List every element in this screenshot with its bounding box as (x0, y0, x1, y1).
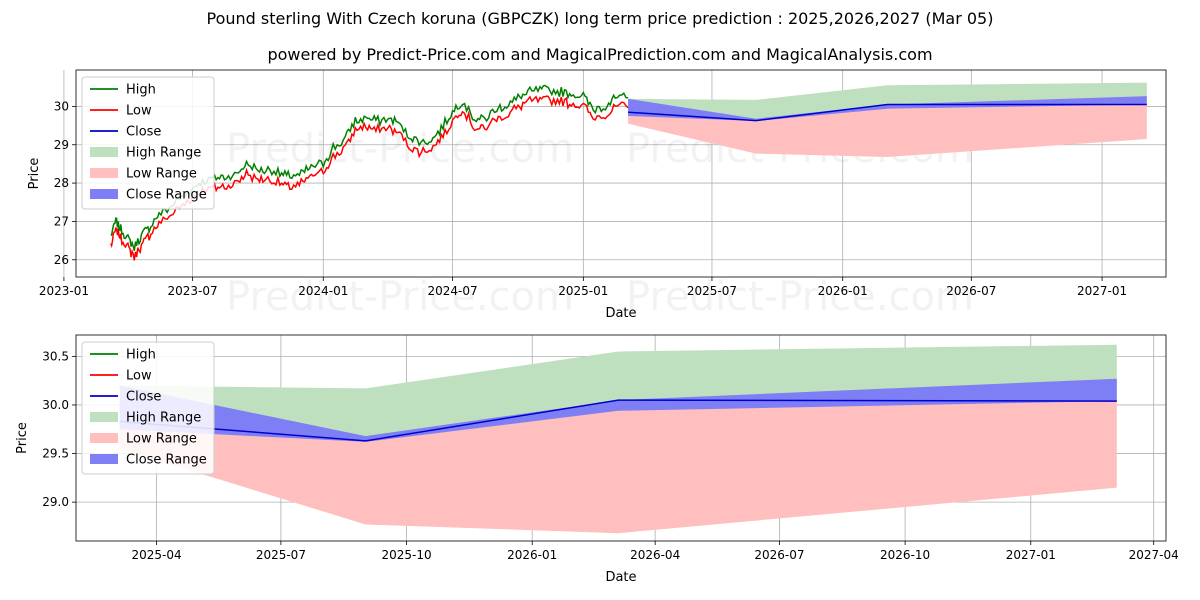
x-tick-label: 2024-01 (298, 284, 348, 298)
chart-title: Pound sterling With Czech koruna (GBPCZK… (206, 9, 994, 28)
watermark-text: Predict-Price.com (226, 126, 574, 172)
legend-swatch-low-range (90, 168, 118, 178)
watermark-text: Predict-Price.com (626, 274, 974, 320)
legend-label-low: Low (126, 369, 152, 384)
legend-label-low: Low (126, 104, 152, 119)
x-tick-label: 2025-10 (381, 548, 431, 562)
plot-frame (75, 334, 1167, 542)
x-tick-label: 2026-10 (880, 548, 930, 562)
x-tick-label: 2025-01 (558, 284, 608, 298)
x-tick-label: 2025-04 (132, 548, 182, 562)
x-axis-label: Date (605, 570, 636, 585)
high-range-band (628, 82, 1147, 121)
legend-label-low-range: Low Range (126, 167, 197, 182)
y-tick-label: 28 (54, 176, 69, 190)
legend-swatch-low-range (90, 433, 118, 443)
legend-swatch-high-range (90, 412, 118, 422)
close-forecast-line (119, 399, 1117, 442)
legend-label-high-range: High Range (126, 411, 201, 426)
x-axis-label: Date (605, 306, 636, 321)
legend-swatch-close-range (90, 189, 118, 199)
low-range-band (628, 104, 1147, 157)
legend-label-low-range: Low Range (126, 432, 197, 447)
x-tick-label: 2026-07 (754, 548, 804, 562)
low-range-band (119, 400, 1117, 534)
close-range-band (119, 378, 1117, 442)
x-tick-label: 2024-07 (428, 284, 478, 298)
legend-label-high: High (126, 83, 156, 98)
plot-area (119, 344, 1117, 534)
y-tick-label: 30 (54, 99, 69, 113)
x-tick-label: 2025-07 (687, 284, 737, 298)
x-tick-label: 2025-07 (256, 548, 306, 562)
x-tick-label: 2023-07 (167, 284, 217, 298)
plot-frame (75, 69, 1167, 278)
high-range-band (119, 344, 1117, 441)
plot-area (110, 82, 1147, 261)
x-tick-label: 2023-01 (39, 284, 89, 298)
x-tick-label: 2026-04 (630, 548, 680, 562)
low-history-line (110, 95, 629, 261)
x-tick-label: 2027-04 (1129, 548, 1179, 562)
forecast-detail-chart: 2025-04 2025-07 2025-10 2026-01 2026-04 2026-… (15, 334, 1179, 585)
chart-subtitle: powered by Predict-Price.com and Magical… (267, 45, 933, 64)
legend-label-close-range: Close Range (126, 453, 207, 468)
overview-chart: 2023-01 2023-07 2024-01 2024-07 2025-01 2025-… (27, 69, 1167, 321)
watermark-text: Predict-Price.com (226, 274, 574, 320)
legend: High Low Close High Range Low Range Close Ran… (81, 341, 215, 475)
close-forecast-line (628, 103, 1147, 122)
x-tick-label: 2027-01 (1077, 284, 1127, 298)
y-tick-label: 30.5 (42, 349, 69, 363)
legend-label-close: Close (126, 125, 161, 140)
y-tick-label: 29 (54, 138, 69, 152)
legend-label-close-range: Close Range (126, 188, 207, 203)
x-tick-label: 2026-07 (946, 284, 996, 298)
y-tick-label: 29.5 (42, 447, 69, 461)
legend-label-high-range: High Range (126, 146, 201, 161)
legend-swatch-high-range (90, 147, 118, 157)
legend: High Low Close High Range Low Range Close Ran… (81, 76, 215, 210)
y-tick-label: 30.0 (42, 398, 69, 412)
legend-label-high: High (126, 348, 156, 363)
y-axis-label: Price (15, 422, 30, 454)
y-tick-label: 26 (54, 253, 69, 267)
x-tick-label: 2026-01 (818, 284, 868, 298)
legend-label-close: Close (126, 390, 161, 405)
legend-swatch-close-range (90, 454, 118, 464)
y-tick-label: 29.0 (42, 495, 69, 509)
x-tick-label: 2026-01 (507, 548, 557, 562)
x-tick-label: 2027-01 (1006, 548, 1056, 562)
close-range-band (628, 96, 1147, 121)
y-axis-label: Price (27, 158, 42, 190)
y-tick-label: 27 (54, 214, 69, 228)
